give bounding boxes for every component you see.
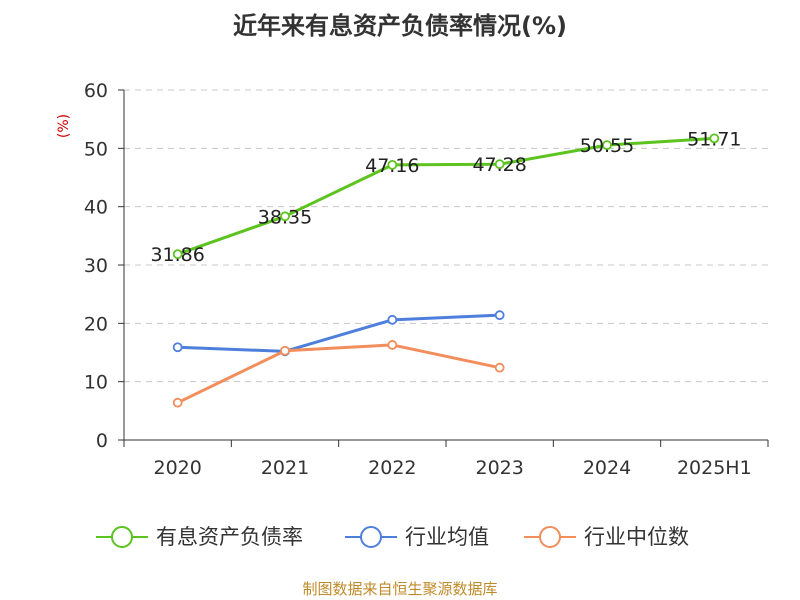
y-tick-label: 10: [84, 372, 108, 394]
data-label: 47.16: [365, 155, 419, 177]
y-unit-label: (%): [56, 114, 72, 138]
y-tick-label: 50: [84, 138, 108, 160]
data-point: [494, 362, 505, 373]
data-point: [387, 314, 398, 325]
legend-label: 行业均值: [405, 525, 489, 549]
series-line: [177, 343, 500, 405]
legend-marker: [111, 526, 133, 548]
data-label: 47.28: [472, 154, 526, 176]
data-label: 31.86: [150, 244, 204, 266]
y-tick-label: 40: [84, 197, 108, 219]
x-tick-label: 2025H1: [677, 457, 752, 479]
data-point: [172, 249, 183, 260]
data-point: [172, 342, 183, 353]
data-point: [387, 159, 398, 170]
y-tick-label: 20: [84, 313, 108, 335]
data-point: [280, 345, 290, 356]
y-tick-label: 30: [84, 255, 108, 277]
data-label: 50.55: [580, 135, 634, 157]
data-point: [494, 159, 505, 170]
y-tick-label: 0: [96, 430, 108, 452]
data-label: 51.71: [687, 128, 741, 150]
legend-marker: [360, 526, 382, 548]
series-line: [177, 136, 715, 256]
data-point: [494, 310, 505, 321]
data-label: 38.35: [258, 206, 312, 228]
x-tick-label: 2023: [475, 457, 523, 479]
x-tick-label: 2024: [583, 457, 631, 479]
legend-label: 有息资产负债率: [156, 525, 303, 549]
data-point: [709, 133, 720, 144]
x-tick-label: 2020: [153, 457, 201, 479]
legend-marker: [539, 526, 561, 548]
x-tick-label: 2021: [261, 457, 309, 479]
x-tick-label: 2022: [368, 457, 416, 479]
data-point: [387, 340, 398, 350]
data-point: [602, 140, 612, 151]
data-point: [172, 397, 183, 408]
series-line: [177, 313, 500, 353]
y-tick-label: 60: [84, 80, 108, 102]
chart-title: 近年来有息资产负债率情况(%): [233, 12, 567, 40]
data-point: [280, 211, 290, 222]
legend-label: 行业中位数: [584, 525, 689, 549]
source-note: 制图数据来自恒生聚源数据库: [302, 580, 498, 598]
